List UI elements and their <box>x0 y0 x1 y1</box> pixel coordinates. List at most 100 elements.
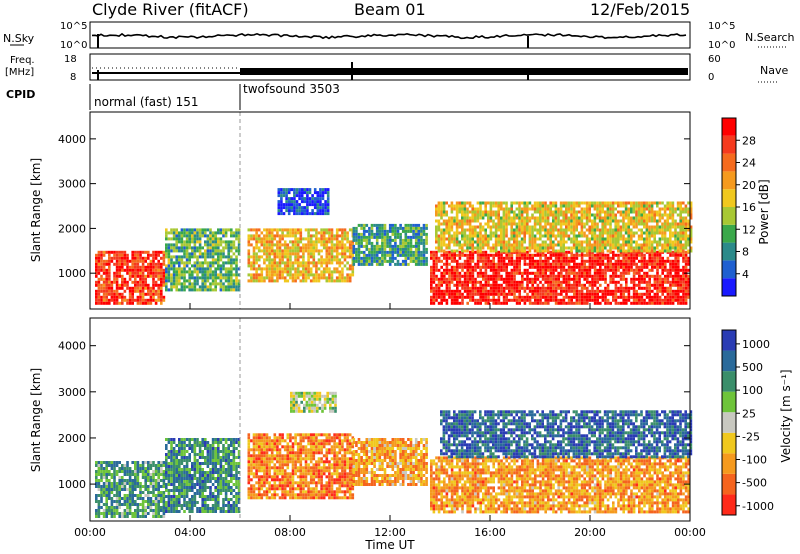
heatmap-cell <box>435 292 438 296</box>
heatmap-cell <box>601 234 604 238</box>
heatmap-cell <box>154 280 158 284</box>
heatmap-cell <box>273 273 277 277</box>
heatmap-cell <box>622 204 625 208</box>
heatmap-cell <box>375 223 379 227</box>
heatmap-cell <box>322 270 326 274</box>
heatmap-cell <box>606 216 610 220</box>
heatmap-cell <box>518 280 521 284</box>
heatmap-cell <box>139 301 142 305</box>
heatmap-cell <box>526 298 529 302</box>
heatmap-cell <box>432 256 436 260</box>
heatmap-cell <box>348 228 352 232</box>
heatmap-cell <box>183 285 186 289</box>
heatmap-cell <box>414 256 418 260</box>
heatmap-cell <box>591 277 594 281</box>
heatmap-cell <box>494 213 498 217</box>
heatmap-cell <box>394 235 397 239</box>
heatmap-cell <box>442 222 446 226</box>
heatmap-cell <box>502 240 506 244</box>
heatmap-cell <box>453 253 456 257</box>
freq-ytick-bottom: 8 <box>70 72 76 83</box>
heatmap-cell <box>466 274 469 278</box>
heatmap-cell <box>157 298 160 302</box>
y-tick-label: 2000 <box>58 222 86 235</box>
heatmap-cell <box>193 228 197 232</box>
heatmap-cell <box>326 200 330 204</box>
heatmap-cell <box>505 295 508 299</box>
heatmap-cell <box>282 191 286 195</box>
heatmap-cell <box>643 216 646 220</box>
heatmap-cell <box>281 237 284 241</box>
heatmap-cell <box>614 286 618 290</box>
heatmap-cell <box>412 250 415 254</box>
heatmap-cell <box>599 256 602 260</box>
heatmap-cell <box>627 219 630 223</box>
heatmap-cell <box>128 295 132 299</box>
heatmap-cell <box>523 289 527 293</box>
heatmap-cell <box>391 247 395 251</box>
heatmap-cell <box>458 222 461 226</box>
heatmap-cell <box>357 250 361 254</box>
heatmap-cell <box>320 255 323 259</box>
heatmap-cell <box>237 279 241 283</box>
heatmap-cell <box>523 301 527 305</box>
heatmap-cell <box>295 194 299 198</box>
heatmap-cell <box>531 262 534 266</box>
heatmap-cell <box>193 282 197 286</box>
heatmap-cell <box>375 241 379 245</box>
heatmap-cell <box>528 207 532 211</box>
heatmap-cell <box>295 191 299 195</box>
heatmap-cell <box>565 213 568 217</box>
heatmap-cell <box>653 216 656 220</box>
heatmap-cell <box>541 253 545 257</box>
heatmap-cell <box>609 246 612 250</box>
heatmap-cell <box>648 280 651 284</box>
heatmap-cell <box>235 246 238 250</box>
heatmap-cell <box>666 277 670 281</box>
heatmap-cell <box>508 274 511 278</box>
heatmap-cell <box>471 210 474 214</box>
heatmap-cell <box>247 279 251 283</box>
heatmap-cell <box>575 277 579 281</box>
heatmap-cell <box>320 273 323 277</box>
heatmap-cell <box>687 201 690 205</box>
heatmap-cell <box>180 228 184 232</box>
heatmap-cell <box>500 283 503 287</box>
heatmap-cell <box>309 261 313 265</box>
heatmap-cell <box>653 210 656 214</box>
heatmap-cell <box>684 274 688 278</box>
heatmap-cell <box>270 279 274 283</box>
heatmap-cell <box>378 244 382 248</box>
heatmap-cell <box>224 243 228 247</box>
heatmap-cell <box>661 256 664 260</box>
heatmap-cell <box>458 292 462 296</box>
heatmap-cell <box>656 201 659 205</box>
heatmap-cell <box>539 268 542 272</box>
heatmap-cell <box>528 240 532 244</box>
heatmap-cell <box>541 262 545 266</box>
heatmap-cell <box>531 289 534 293</box>
heatmap-cell <box>456 268 459 272</box>
heatmap-cell <box>627 207 630 211</box>
heatmap-cell <box>373 235 376 239</box>
heatmap-cell <box>211 264 215 268</box>
heatmap-cell <box>562 246 565 250</box>
heatmap-cell <box>487 243 490 247</box>
heatmap-cell <box>391 250 395 254</box>
heatmap-cell <box>348 264 352 268</box>
heatmap-cell <box>430 250 433 254</box>
cpid-segment-1: normal (fast) 151 <box>94 95 198 109</box>
heatmap-cell <box>97 494 101 497</box>
heatmap-cell <box>549 225 552 229</box>
heatmap-cell <box>455 228 459 232</box>
heatmap-cell <box>479 207 482 211</box>
heatmap-cell <box>131 295 134 299</box>
heatmap-cell <box>227 252 230 256</box>
heatmap-cell <box>661 216 664 220</box>
heatmap-cell <box>541 225 545 229</box>
heatmap-cell <box>276 246 279 250</box>
heatmap-cell <box>440 274 443 278</box>
heatmap-cell <box>257 264 261 268</box>
heatmap-cell <box>172 249 176 253</box>
heatmap-cell <box>539 249 542 253</box>
